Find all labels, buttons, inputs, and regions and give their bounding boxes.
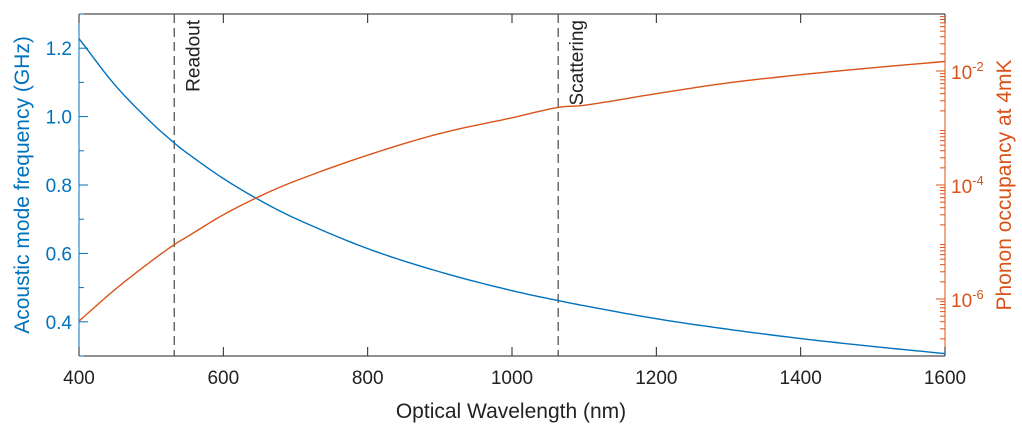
y-left-tick-label: 1.2	[46, 39, 72, 60]
x-axis: 400 600 800 1000 1200 1400 1600	[63, 14, 966, 389]
x-axis-label: Optical Wavelength (nm)	[396, 400, 626, 423]
x-tick-label: 400	[63, 368, 95, 389]
y-right-tick-label: 10-6	[951, 287, 984, 312]
y-right-tick-label: 10-2	[951, 59, 984, 84]
y-left-axis: 0.4 0.6 0.8 1.0 1.2	[46, 13, 88, 357]
x-tick-label: 800	[352, 368, 384, 389]
y-right-tick-label: 10-4	[951, 173, 984, 198]
y-left-axis-label: Acoustic mode frequency (GHz)	[11, 36, 34, 334]
x-tick-label: 1400	[780, 368, 822, 389]
series-line-acoustic-frequency	[78, 38, 946, 355]
y-left-tick-label: 0.6	[46, 244, 72, 265]
y-left-tick-label: 0.8	[46, 176, 72, 197]
x-tick-label: 1000	[491, 368, 533, 389]
y-left-tick-label: 0.4	[46, 313, 73, 334]
y-right-axis-label: Phonon occupancy at 4mK	[993, 60, 1016, 311]
y-left-tick-label: 1.0	[46, 108, 72, 129]
series-group	[78, 38, 946, 355]
x-tick-label: 1600	[924, 368, 966, 389]
reference-line-label: Readout	[183, 19, 204, 92]
x-tick-label: 600	[207, 368, 239, 389]
y-right-axis: 10-6 10-4 10-2	[936, 16, 984, 340]
plot-frame	[78, 13, 946, 357]
series-line-phonon-occupancy	[78, 60, 946, 322]
x-tick-label: 1200	[635, 368, 677, 389]
reference-line-label: Scattering	[567, 20, 588, 106]
reference-lines: Readout Scattering	[173, 14, 588, 356]
